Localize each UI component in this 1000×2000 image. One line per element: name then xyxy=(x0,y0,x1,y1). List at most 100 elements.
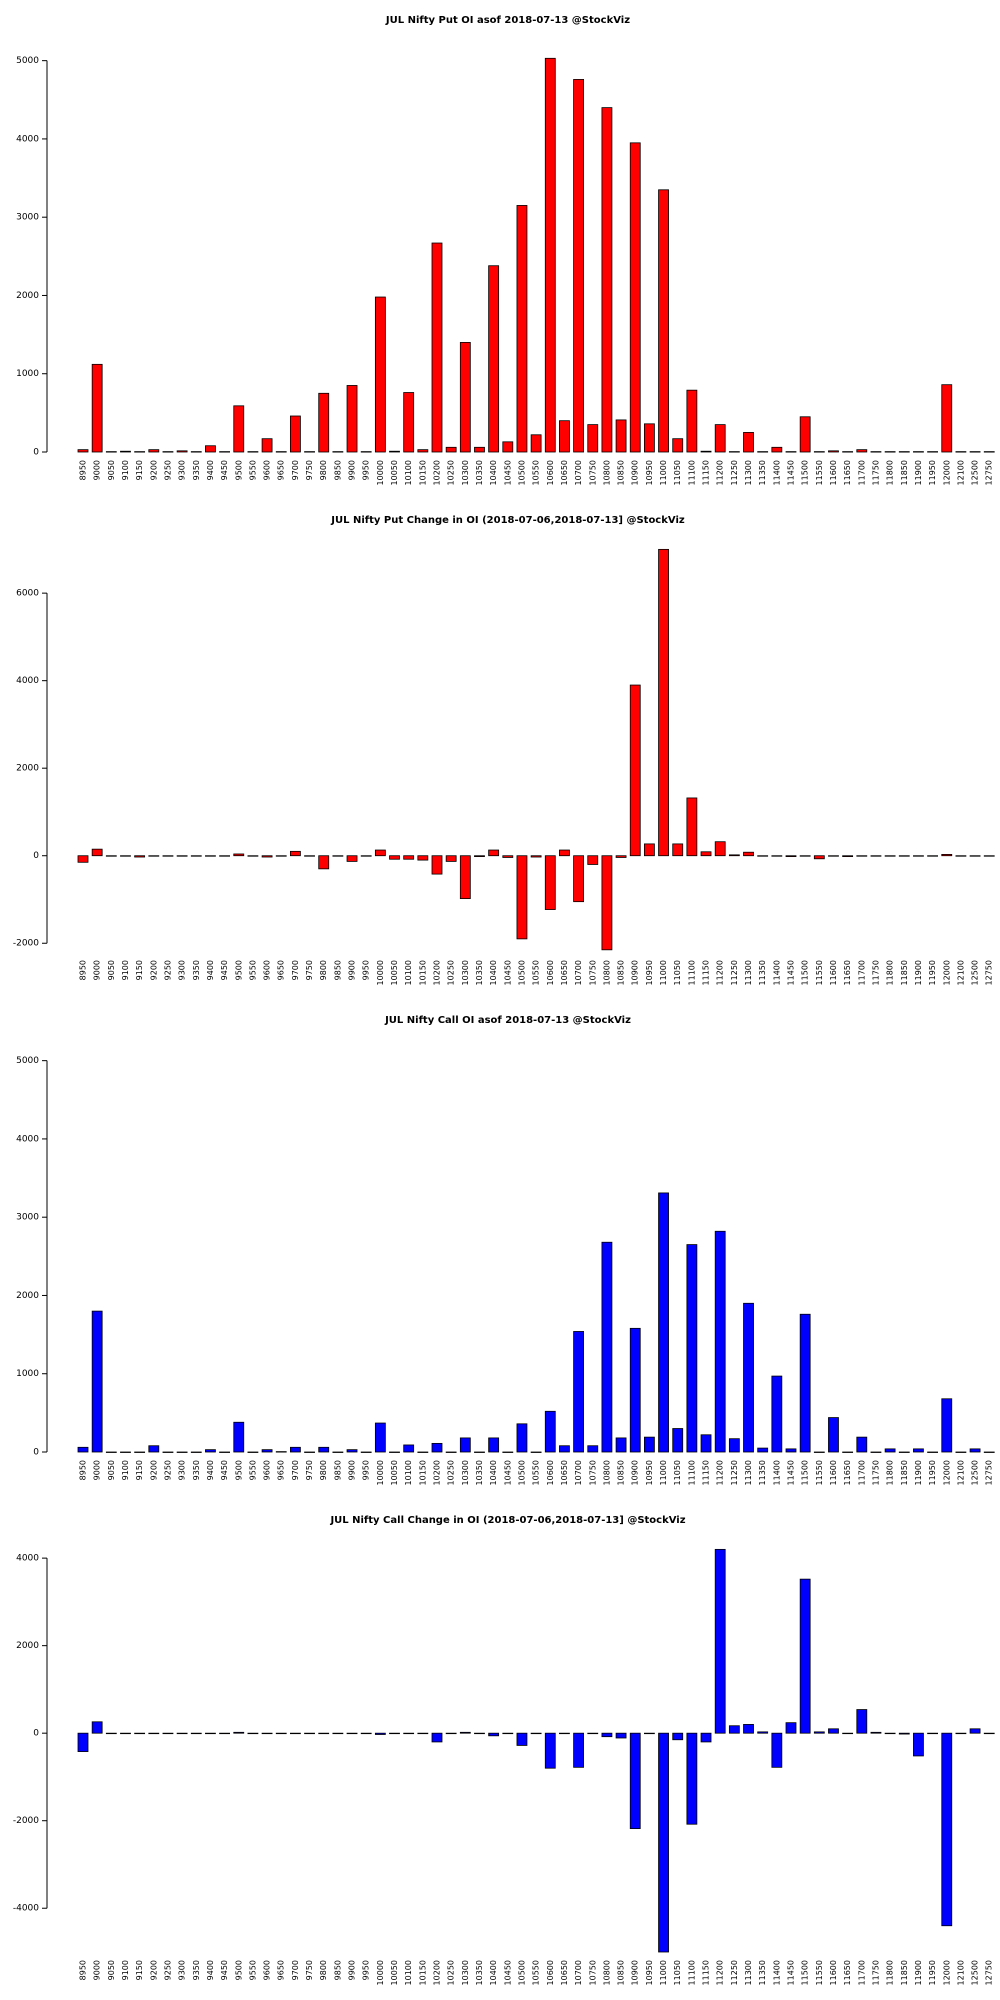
bar xyxy=(318,1732,330,1735)
y-tick-label: 4000 xyxy=(16,1134,39,1144)
x-tick-label: 11950 xyxy=(928,1960,937,1985)
bar xyxy=(261,1732,273,1735)
x-tick-label: 10800 xyxy=(602,960,611,985)
x-tick-label: 11800 xyxy=(886,960,895,985)
x-tick-label: 9200 xyxy=(149,1460,158,1480)
x-tick-label: 9850 xyxy=(333,1960,342,1980)
x-tick-label: 10350 xyxy=(475,1460,484,1485)
x-tick-label: 9750 xyxy=(305,1460,314,1480)
bar xyxy=(488,1732,500,1737)
x-tick-label: 10850 xyxy=(617,960,626,985)
x-tick-label: 9650 xyxy=(277,1960,286,1980)
bar xyxy=(728,854,740,857)
bar xyxy=(516,1423,528,1453)
x-tick-label: 9450 xyxy=(220,460,229,480)
bar xyxy=(927,1732,938,1735)
bar xyxy=(219,451,231,453)
bar xyxy=(445,446,457,453)
x-tick-label: 9650 xyxy=(277,1460,286,1480)
bar xyxy=(856,1709,868,1734)
bar xyxy=(205,445,216,453)
x-tick-label: 10900 xyxy=(631,460,640,485)
bar xyxy=(502,1732,514,1735)
x-tick-label: 11850 xyxy=(900,960,909,985)
y-tick-label: 6000 xyxy=(16,589,39,599)
bar xyxy=(360,1451,372,1453)
x-tick-label: 11000 xyxy=(659,460,668,485)
x-tick-label: 9200 xyxy=(149,960,158,980)
x-tick-label: 9800 xyxy=(319,1960,328,1980)
x-tick-label: 11500 xyxy=(801,1960,810,1985)
bar xyxy=(927,855,938,857)
bar xyxy=(559,1732,570,1735)
bar xyxy=(856,1436,868,1453)
bar xyxy=(573,855,584,903)
bar xyxy=(771,446,783,453)
bar xyxy=(431,242,443,453)
y-tick-label: -2000 xyxy=(13,1816,39,1826)
x-tick-label: 10100 xyxy=(404,960,413,985)
bar xyxy=(134,451,146,453)
bar xyxy=(445,1451,457,1453)
x-tick-label: 10400 xyxy=(489,1460,498,1485)
x-tick-label: 9250 xyxy=(163,1460,172,1480)
bar xyxy=(346,1732,358,1735)
x-tick-label: 9150 xyxy=(135,1960,144,1980)
x-tick-label: 9950 xyxy=(362,460,371,480)
bar xyxy=(360,1732,372,1735)
bar xyxy=(332,451,344,453)
bar xyxy=(516,205,528,453)
bar xyxy=(77,1446,89,1453)
bar xyxy=(318,392,330,453)
bar xyxy=(304,855,315,857)
bar xyxy=(771,1732,783,1768)
x-tick-label: 11050 xyxy=(673,960,682,985)
x-tick-label: 10200 xyxy=(433,1960,442,1985)
x-tick-label: 8950 xyxy=(79,1960,88,1980)
bar xyxy=(700,450,712,453)
x-tick-label: 10900 xyxy=(631,960,640,985)
bar xyxy=(728,1725,740,1734)
bar xyxy=(785,451,797,453)
x-tick-label: 10850 xyxy=(617,1960,626,1985)
x-tick-label: 10350 xyxy=(475,960,484,985)
x-tick-label: 11100 xyxy=(687,1460,696,1485)
x-tick-label: 10750 xyxy=(588,1460,597,1485)
x-tick-label: 11200 xyxy=(716,960,725,985)
x-tick-label: 11500 xyxy=(801,960,810,985)
chart-title: JUL Nifty Call OI asof 2018-07-13 @Stock… xyxy=(384,1015,631,1026)
bar xyxy=(672,1428,684,1453)
bar xyxy=(785,1448,797,1453)
y-tick-label: 4000 xyxy=(16,676,39,686)
x-tick-label: 12100 xyxy=(956,1960,965,1985)
bar xyxy=(403,392,415,453)
x-tick-label: 9150 xyxy=(135,960,144,980)
x-tick-label: 10200 xyxy=(433,960,442,985)
x-tick-label: 10850 xyxy=(617,1460,626,1485)
x-tick-label: 10450 xyxy=(503,460,512,485)
bar xyxy=(247,451,259,453)
chart-title: JUL Nifty Put Change in OI (2018-07-06,2… xyxy=(330,515,685,526)
bar xyxy=(134,1732,146,1735)
x-tick-label: 10650 xyxy=(560,1960,569,1985)
bar xyxy=(120,1451,131,1453)
x-tick-label: 9000 xyxy=(93,1460,102,1480)
x-tick-label: 9900 xyxy=(348,1960,357,1980)
bar xyxy=(686,1732,698,1825)
bar xyxy=(799,1578,811,1734)
y-tick-label: 0 xyxy=(33,1448,39,1458)
bar xyxy=(799,416,811,453)
bar xyxy=(573,1732,584,1768)
x-tick-label: 11000 xyxy=(659,1460,668,1485)
chart-panel: JUL Nifty Call Change in OI (2018-07-06,… xyxy=(13,1515,995,1985)
bar xyxy=(544,1410,556,1453)
bar xyxy=(403,855,415,860)
bar xyxy=(247,1451,259,1453)
x-tick-label: 11650 xyxy=(843,1960,852,1985)
x-tick-label: 9000 xyxy=(93,1960,102,1980)
x-tick-label: 12750 xyxy=(985,460,994,485)
x-tick-label: 9800 xyxy=(319,1460,328,1480)
bar xyxy=(205,1732,216,1735)
x-tick-label: 10700 xyxy=(574,460,583,485)
bar xyxy=(374,296,386,453)
